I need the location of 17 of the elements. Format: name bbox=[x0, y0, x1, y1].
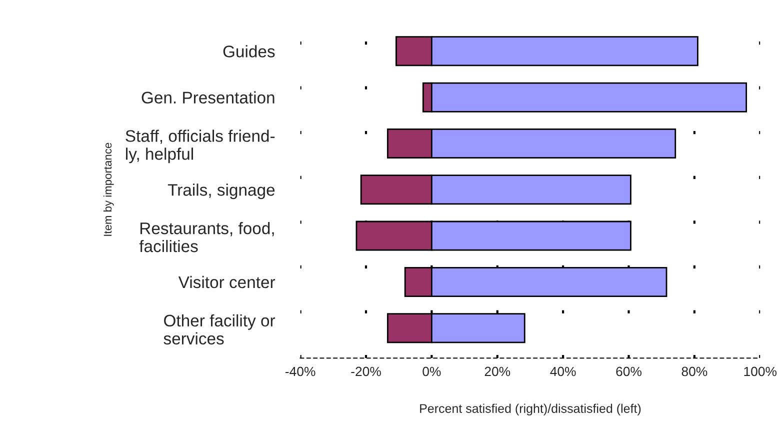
y-tick-label: Gen. Presentation bbox=[142, 91, 274, 104]
y-tick-label: Guides bbox=[223, 45, 275, 58]
x-tick-label: 0% bbox=[422, 366, 441, 376]
x-tick-label: 100% bbox=[744, 366, 777, 376]
x-tick-label: -40% bbox=[285, 366, 316, 376]
y-tick-label: Visitor center bbox=[178, 276, 276, 288]
x-axis-title: Percent satisfied (right)/dissatisfied (left) bbox=[420, 404, 641, 416]
y-tick-label: Staff, officials friend- ly, helpful bbox=[126, 130, 275, 164]
y-tick-label: Other facility or services bbox=[164, 314, 276, 345]
x-tick-label: -20% bbox=[351, 366, 381, 376]
y-tick-label: Trails, signage bbox=[168, 184, 275, 200]
x-tick-label: 40% bbox=[550, 366, 576, 376]
y-axis-title: Item by importance bbox=[103, 142, 114, 236]
x-tick-label: 20% bbox=[484, 366, 510, 376]
x-tick-label: 80% bbox=[682, 366, 708, 376]
x-tick-label: 60% bbox=[616, 366, 642, 376]
y-tick-label: Restaurants, food, facilities bbox=[139, 222, 274, 252]
